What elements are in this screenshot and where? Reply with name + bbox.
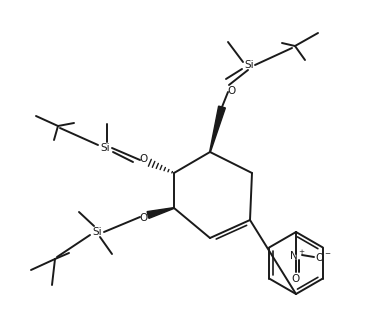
Text: Si: Si	[92, 227, 102, 237]
Text: O$^-$: O$^-$	[314, 251, 331, 263]
Text: O: O	[292, 274, 300, 284]
Polygon shape	[147, 208, 174, 218]
Text: Si: Si	[244, 60, 254, 70]
Text: O: O	[139, 154, 147, 164]
Text: Si: Si	[100, 143, 110, 153]
Text: O: O	[139, 213, 147, 223]
Text: N$^+$: N$^+$	[289, 248, 305, 262]
Text: O: O	[228, 86, 236, 96]
Polygon shape	[210, 106, 226, 152]
